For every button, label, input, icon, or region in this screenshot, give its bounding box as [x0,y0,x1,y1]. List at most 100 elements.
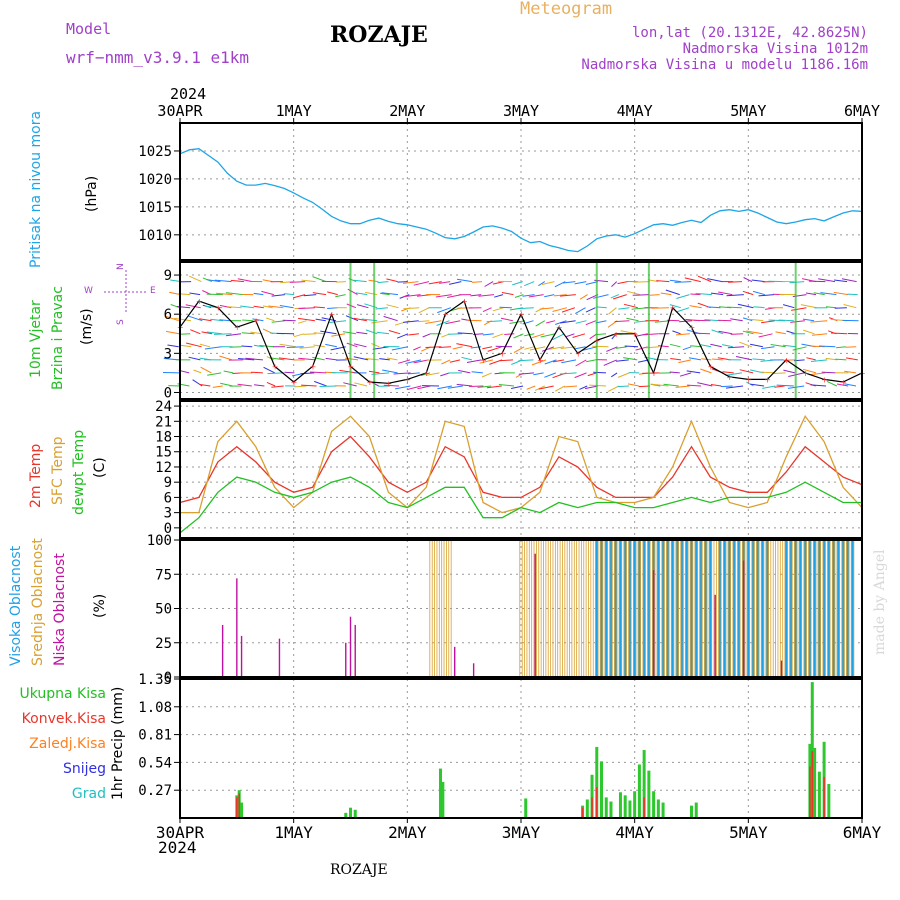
wind-barb [215,292,233,296]
y-tick-label: 0.54 [138,755,172,771]
wind-barb [660,292,672,296]
grid-layer [180,123,862,818]
high-cloud-bar [628,540,632,677]
wind-barb [425,320,442,324]
wind-barb [531,359,547,366]
wind-barb [730,318,743,322]
wind-barb [499,359,514,362]
wind-barb [611,281,618,287]
wind-barb [592,294,609,299]
low-cloud-bar [652,570,655,677]
cloud-label-high: Visoka Oblacnost [8,545,24,666]
compass-north: N [116,263,126,270]
high-cloud-bar [765,540,769,677]
low-cloud-bar [236,578,238,677]
total-precip-bar [813,747,817,818]
wind-barb [565,333,575,338]
wind-barb [650,383,669,387]
wind-barb [818,345,836,348]
wind-barb [284,371,295,374]
wind-barb [417,385,431,390]
wind-barb [355,292,368,296]
y-tick-label: 1025 [138,144,172,160]
high-cloud-bar [727,540,731,677]
high-cloud-bar [723,540,727,677]
page-title: ROZAJE [330,22,428,48]
total-precip-bar [633,791,637,818]
precip-label-frozen: Zaledj.Kisa [29,736,106,752]
wind-barb [607,385,620,392]
total-precip-bar [344,812,348,818]
wind-barb [642,372,660,374]
wind-barb [656,280,670,283]
wind-barb [403,294,421,298]
wind-barb [403,307,420,310]
high-cloud-bar [784,540,788,677]
wind-gust-marker: + [537,356,544,365]
time-label-bottom: 3MAY [502,823,541,842]
wind-barb [375,307,388,310]
wind-barb [711,358,723,361]
temp-label-sfc: SFC Temp [50,436,66,505]
wind-barb [546,320,556,324]
wind-barb [704,319,721,322]
total-precip-bar [585,799,589,818]
wind-barb [513,346,525,354]
wind-barb [562,281,576,284]
low-cloud-bar [221,624,224,677]
mid-cloud-bar [543,539,547,678]
wind-barb [690,345,703,348]
wind-barb [206,293,224,296]
high-cloud-bar [751,540,755,677]
total-precip-bar [656,799,660,818]
wind-barb [391,346,408,351]
wind-barb [810,320,828,323]
wind-barb [544,372,556,378]
wind-barb [618,307,630,310]
wind-barb [810,384,827,387]
mid-cloud-bar [429,539,433,678]
wind-barb [776,384,794,387]
high-cloud-bar [647,540,651,677]
wind-barb [279,343,297,348]
wind-barb [437,385,452,390]
wind-barb [758,333,773,338]
high-cloud-bar [685,540,689,677]
wind-barb [298,317,315,322]
wind-barb [164,315,179,322]
wind-barb [252,318,264,322]
wind-gust-marker: + [802,369,809,378]
conv-precip-bar [236,797,238,818]
wind-barb [458,369,471,374]
wind-barb [365,291,378,296]
y-tick-label: 3 [164,506,172,522]
wind-barb [710,292,724,296]
high-cloud-bar [609,540,613,677]
wind-barb [494,294,504,298]
wind-barb [381,292,399,296]
low-cloud-bar [453,646,456,677]
total-precip-bar [600,761,604,818]
wind-barb [353,279,367,283]
wind-barb [245,357,263,361]
wind-barb [293,333,304,338]
wind-barb [810,345,825,348]
wind-barb [841,278,857,283]
y-tick-label: 0 [164,670,172,686]
wind-barb [758,294,775,297]
y-tick-label: 0.81 [138,728,172,744]
high-cloud-bar [737,540,741,677]
y-tick-label: 1.08 [138,700,172,716]
wind-barb [298,357,316,361]
wind-barb [188,315,203,322]
wind-gust-marker: + [745,375,752,384]
wind-barb [477,385,492,388]
wind-barb [482,346,493,350]
wind-barb [675,385,690,388]
wind-barb [481,372,492,378]
total-precip-bar [441,781,445,818]
time-label-top: 5MAY [730,102,766,120]
wind-barb [720,385,733,388]
wind-barb [205,305,223,309]
y-tick-label: 6 [164,490,172,506]
